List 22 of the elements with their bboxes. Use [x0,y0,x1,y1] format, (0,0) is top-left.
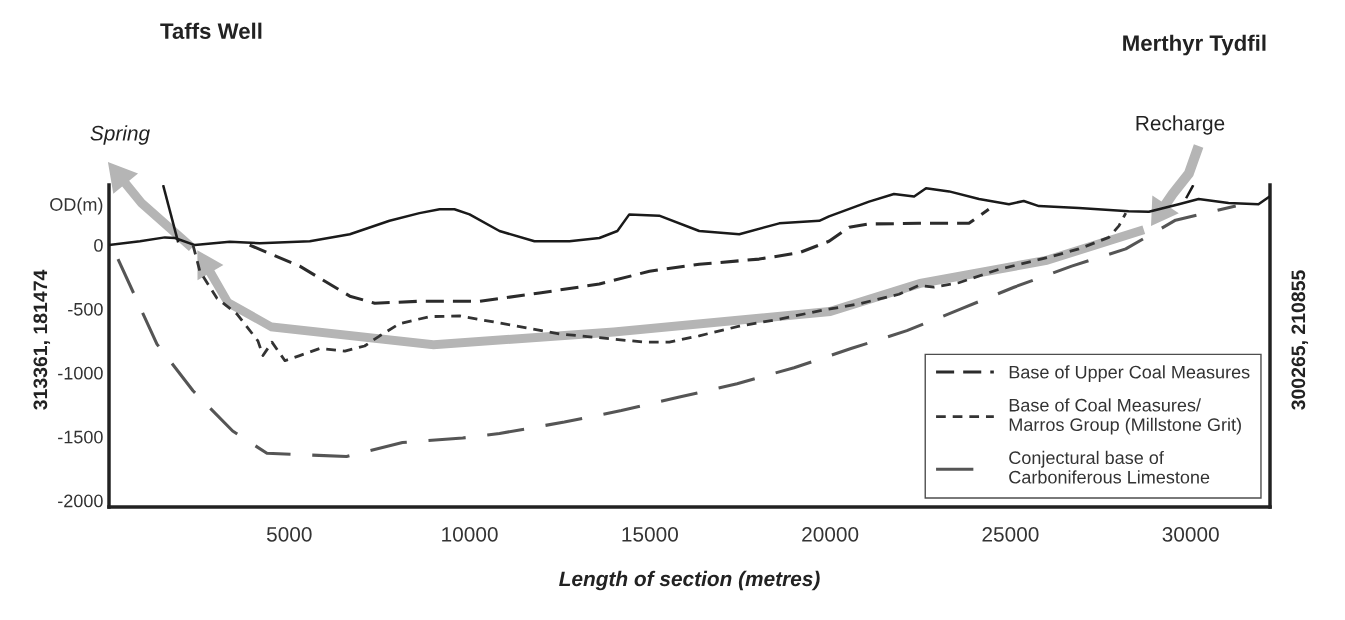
text: Recharge [1136,115,1225,135]
text: 300265, 210855 [1291,270,1309,410]
y-tick-label: OD(m) [50,197,103,215]
text: Merthyr Tydfil [1123,34,1266,56]
y-tick-label: -1500 [58,430,103,444]
text: Spring [90,125,150,145]
y-tick-label: 0 [94,238,103,252]
x-axis-title: Length of section (metres) [559,570,820,591]
y-tick-label: -1000 [58,366,103,380]
text: Taffs Well [160,22,262,39]
legend-label: Base of Coal Measures/ Marros Group (Millstone Grit) [1009,398,1241,435]
x-tick-label: 10000 [442,526,498,542]
y-tick-label: -2000 [58,494,103,508]
x-tick-label: 25000 [982,526,1039,542]
x-tick-label: 15000 [622,526,678,542]
y-tick-label: -500 [68,302,103,316]
text: 313361, 181474 [33,269,51,410]
x-tick-label: 30000 [1162,526,1219,542]
x-tick-label: 20000 [802,526,859,542]
legend-label: Conjectural base of Carboniferous Limestone [1009,450,1210,484]
legend-label: Base of Upper Coal Measures [1009,365,1250,383]
x-tick-label: 5000 [266,526,312,542]
